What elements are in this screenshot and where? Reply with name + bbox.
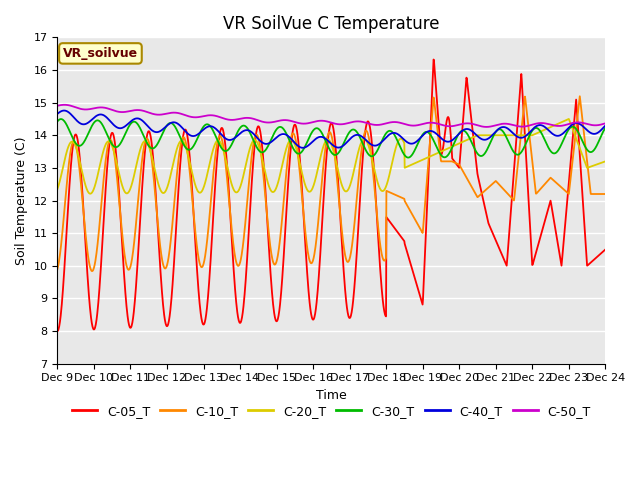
X-axis label: Time: Time	[316, 389, 347, 402]
C-20_T	[365, 146, 373, 152]
Line: C-50_T: C-50_T	[58, 105, 605, 127]
C-05_T	[365, 121, 373, 127]
C-30_T	[404, 155, 412, 160]
C-10_T	[54, 266, 61, 272]
C-20_T	[308, 187, 316, 193]
C-20_T	[287, 137, 294, 143]
C-20_T	[298, 168, 305, 174]
C-50_T	[118, 109, 126, 115]
C-05_T	[602, 247, 609, 252]
Line: C-05_T: C-05_T	[58, 60, 605, 331]
Title: VR SoilVue C Temperature: VR SoilVue C Temperature	[223, 15, 440, 33]
C-20_T	[97, 161, 104, 167]
C-30_T	[298, 149, 305, 155]
Line: C-30_T: C-30_T	[58, 119, 605, 157]
C-40_T	[366, 141, 374, 146]
C-30_T	[97, 119, 104, 125]
Y-axis label: Soil Temperature (C): Soil Temperature (C)	[15, 136, 28, 265]
C-50_T	[287, 118, 294, 124]
C-30_T	[54, 119, 61, 124]
C-40_T	[308, 140, 316, 145]
C-10_T	[365, 139, 373, 145]
Legend: C-05_T, C-10_T, C-20_T, C-30_T, C-40_T, C-50_T: C-05_T, C-10_T, C-20_T, C-30_T, C-40_T, …	[67, 400, 596, 423]
C-40_T	[298, 145, 305, 151]
C-10_T	[97, 215, 104, 220]
Line: C-40_T: C-40_T	[58, 110, 605, 148]
C-50_T	[61, 102, 68, 108]
C-05_T	[286, 156, 294, 161]
C-20_T	[565, 116, 573, 122]
C-10_T	[287, 138, 294, 144]
C-10_T	[308, 260, 316, 266]
C-50_T	[298, 120, 305, 126]
C-40_T	[54, 111, 61, 117]
C-10_T	[576, 93, 584, 99]
C-30_T	[308, 130, 316, 136]
C-30_T	[365, 153, 373, 158]
C-30_T	[602, 125, 609, 131]
Line: C-10_T: C-10_T	[58, 96, 605, 271]
C-10_T	[602, 191, 609, 197]
C-30_T	[287, 139, 294, 145]
C-05_T	[307, 311, 315, 317]
C-50_T	[365, 121, 373, 127]
C-30_T	[118, 137, 126, 143]
C-50_T	[308, 120, 316, 125]
C-50_T	[483, 124, 490, 130]
C-20_T	[118, 183, 126, 189]
C-10_T	[298, 189, 305, 195]
C-40_T	[97, 111, 104, 117]
C-20_T	[54, 186, 61, 192]
C-20_T	[86, 191, 94, 197]
C-10_T	[118, 234, 126, 240]
C-05_T	[429, 57, 437, 62]
C-05_T	[54, 328, 61, 334]
C-50_T	[54, 103, 61, 108]
C-40_T	[60, 108, 68, 113]
C-40_T	[118, 125, 126, 131]
C-50_T	[97, 105, 104, 110]
C-05_T	[298, 175, 305, 180]
C-50_T	[602, 120, 609, 126]
C-40_T	[602, 123, 609, 129]
C-20_T	[602, 158, 609, 164]
C-10_T	[88, 268, 96, 274]
C-05_T	[118, 240, 126, 246]
C-05_T	[96, 280, 104, 286]
C-40_T	[299, 145, 307, 151]
Text: VR_soilvue: VR_soilvue	[63, 47, 138, 60]
Line: C-20_T: C-20_T	[58, 119, 605, 194]
C-30_T	[57, 116, 65, 122]
C-40_T	[287, 135, 294, 141]
